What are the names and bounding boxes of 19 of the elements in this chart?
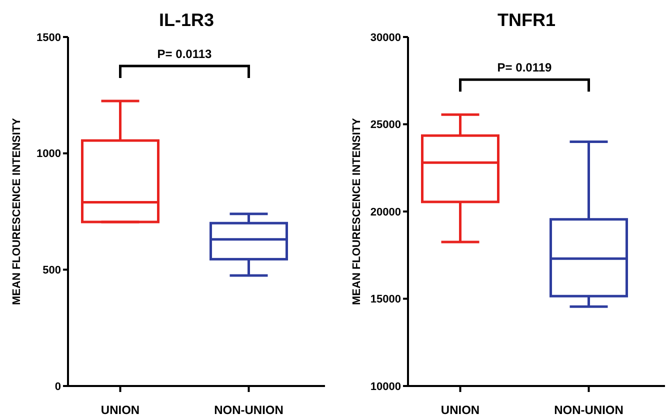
y-tick-label: 1000 <box>36 148 61 160</box>
y-tick-label: 500 <box>42 264 61 277</box>
annotation: P= 0.0113 <box>157 46 212 61</box>
chart-title: TNFR1 <box>498 10 556 30</box>
y-tick-label: 0 <box>54 380 61 393</box>
y-tick-label: 20000 <box>370 206 401 218</box>
y-tick-label: 25000 <box>370 119 401 132</box>
x-tick-label: UNION <box>440 403 480 417</box>
x-tick-label: NON-UNION <box>554 403 624 417</box>
y-tick-label: 1500 <box>36 32 61 44</box>
y-axis-title: MEAN FLOURESCENCE INTENSITY <box>11 117 23 306</box>
x-tick-label: UNION <box>100 403 140 417</box>
y-tick-label: 10000 <box>370 380 401 393</box>
annotation: P= 0.0119 <box>497 60 552 75</box>
chart-title: IL-1R3 <box>158 10 214 30</box>
x-tick-label: NON-UNION <box>214 403 284 417</box>
y-axis-title: MEAN FLOURESCENCE INTENSITY <box>351 117 363 306</box>
y-tick-label: 30000 <box>370 32 401 44</box>
y-tick-label: 15000 <box>370 294 401 306</box>
